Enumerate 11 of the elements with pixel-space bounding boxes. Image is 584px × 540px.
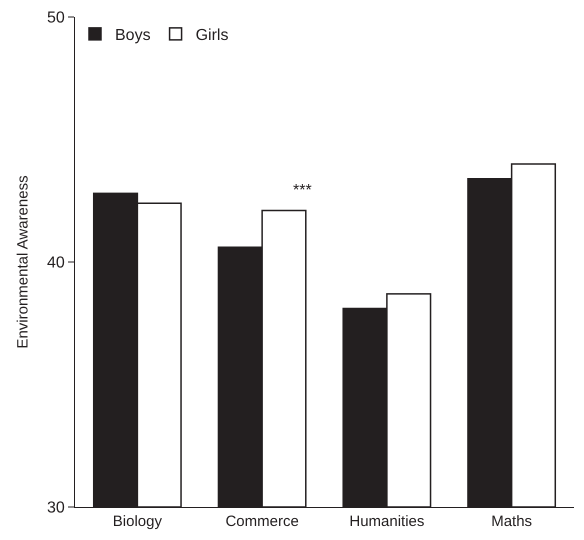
annotation: *** [293,182,312,199]
x-tick-label: Biology [112,513,162,530]
x-tick-label: Commerce [225,513,299,530]
y-tick-label: 50 [47,10,65,27]
y-tick-label: 40 [47,254,65,272]
y-tick-label: 30 [47,500,65,517]
legend-label: Boys [115,27,151,44]
legend-label: Girls [196,27,228,44]
x-tick-label: Maths [491,513,532,530]
y-axis-title: Environmental Awareness [14,175,32,349]
x-tick-label: Humanities [349,513,424,530]
